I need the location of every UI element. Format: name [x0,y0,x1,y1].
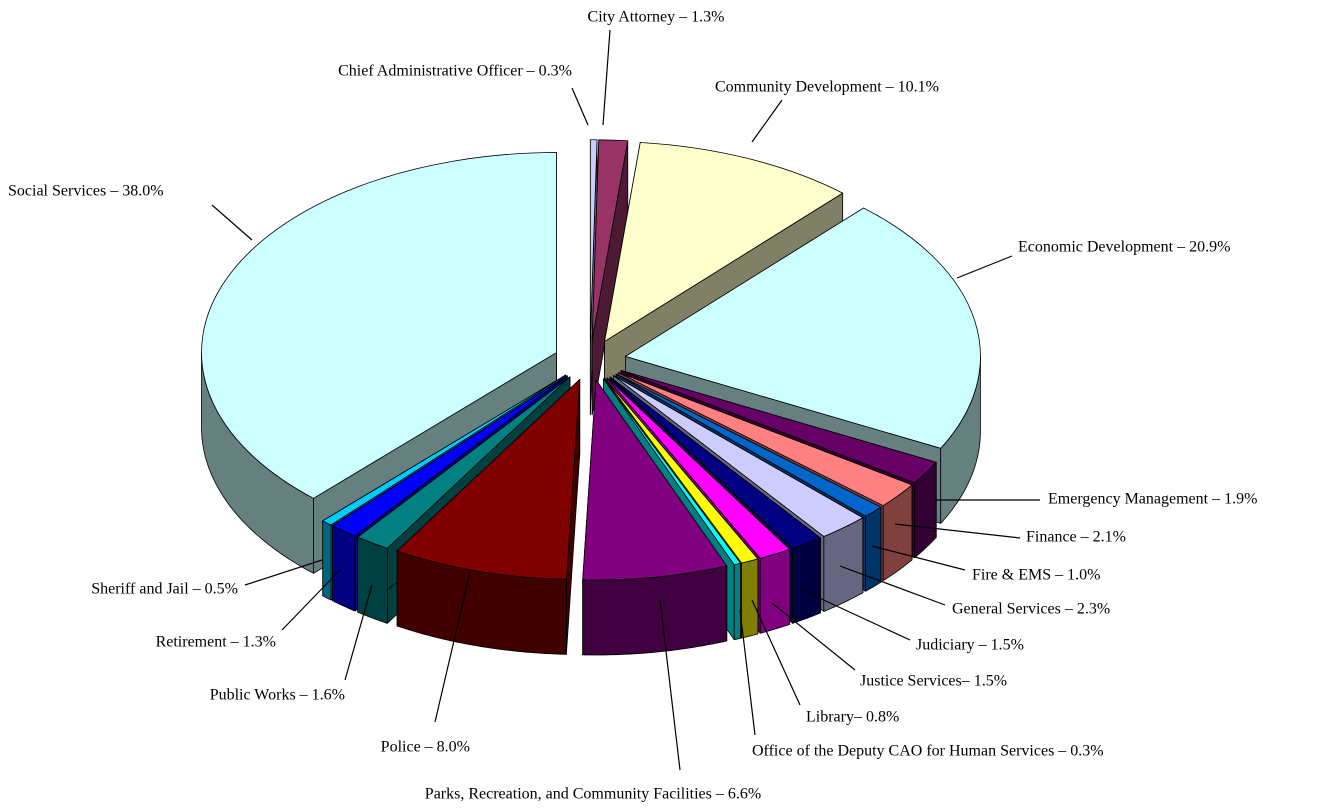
leader-line [801,589,911,641]
slice-top [609,376,821,549]
leader-line [571,87,589,126]
leader-line [244,559,323,586]
slice-top [582,379,728,581]
leader-line [839,565,946,606]
leader-line [956,255,1013,279]
slice-label: Fire & EMS – 1.0% [972,567,1100,584]
slice-top [604,378,759,564]
slice-top [620,369,937,484]
leader-line [771,602,856,671]
slice-label: Community Development – 10.1% [715,79,939,96]
slice-top [322,374,567,526]
slice-label: Library– 0.8% [806,709,899,726]
slice-label: Social Services – 38.0% [8,183,164,200]
slice-wall [741,558,759,639]
slice-label: Parks, Recreation, and Community Facilit… [425,786,761,803]
leader-line [751,599,801,706]
slice-wall [332,525,356,612]
leader-line [434,571,471,723]
slice-top [357,376,571,549]
leader-line [739,609,756,736]
slice-wall [733,562,741,641]
slice-wall [322,520,332,601]
leader-line [281,569,341,631]
slice-top [612,375,864,537]
slice-label: Finance – 2.1% [1026,529,1126,546]
slice-label: Retirement – 1.3% [156,634,276,651]
slice-top [201,152,557,499]
slice-label: General Services – 2.3% [952,601,1110,618]
slice [591,139,629,416]
slice-label: Judiciary – 1.5% [916,637,1024,654]
leader-line [211,204,253,241]
leader-line [659,599,681,771]
slice-label: Public Works – 1.6% [210,687,345,704]
slice-label: Chief Administrative Officer – 0.3% [338,63,572,80]
slice-top [615,373,882,517]
slice-wall [792,537,821,624]
leader-line [894,523,1021,539]
slice-label: Sheriff and Jail – 0.5% [91,581,238,598]
slice-label: Police – 8.0% [381,739,470,756]
leader-line [602,29,611,126]
leader-line [344,584,373,681]
leader-line [751,99,783,143]
slice-label: City Attorney – 1.3% [588,9,725,26]
slice-top [589,139,598,341]
slice-wall [759,548,791,634]
slice-top [591,139,629,341]
leader-line [871,545,966,571]
slice-top [625,207,981,449]
slice-wall [357,536,388,624]
slice-label: Justice Services– 1.5% [860,673,1007,690]
slice-label: Economic Development – 20.9% [1018,239,1230,256]
slice [396,379,581,655]
slice-top [396,379,581,580]
slice-top [617,372,913,507]
slice-top [603,378,741,566]
slice-label: Emergency Management – 1.9% [1048,491,1257,508]
slice-top [604,142,844,342]
slice-label: Office of the Deputy CAO for Human Servi… [752,743,1104,760]
slice-top [606,377,791,559]
slice-top [332,375,568,537]
slice [582,379,728,656]
